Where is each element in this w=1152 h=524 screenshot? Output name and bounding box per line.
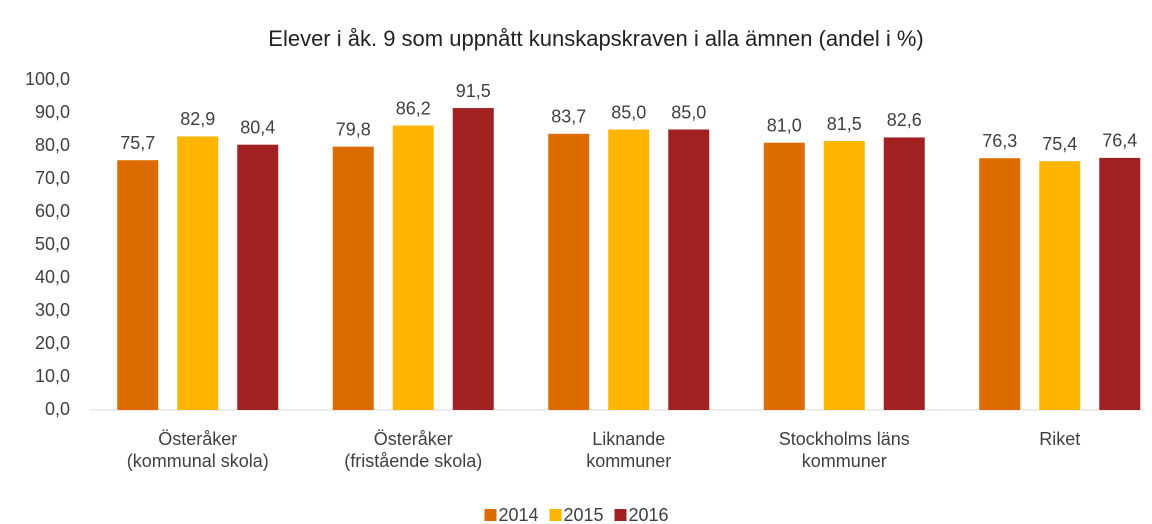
data-label: 85,0	[671, 102, 706, 122]
legend-swatch	[549, 509, 562, 521]
y-tick-label: 80,0	[35, 135, 70, 155]
y-tick-label: 100,0	[25, 69, 70, 89]
y-tick-label: 60,0	[35, 201, 70, 221]
x-tick-label: Liknande kommuner	[586, 429, 672, 471]
y-tick-label: 10,0	[35, 366, 70, 386]
y-tick-label: 70,0	[35, 168, 70, 188]
data-label: 82,9	[180, 109, 215, 129]
data-label: 83,7	[551, 107, 586, 127]
legend-swatch	[484, 509, 497, 521]
bar	[332, 146, 374, 410]
legend-label: 2016	[629, 505, 669, 524]
data-label: 85,0	[611, 102, 646, 122]
data-label: 81,5	[827, 114, 862, 134]
bar	[177, 136, 219, 410]
y-tick-label: 0,0	[45, 399, 70, 419]
data-label: 91,5	[456, 81, 491, 101]
legend-swatch	[614, 509, 627, 521]
data-label: 82,6	[887, 110, 922, 130]
legend-label: 2015	[564, 505, 604, 524]
bar	[117, 160, 159, 410]
x-tick-label: Österåker (kommunal skola)	[126, 429, 269, 471]
data-label: 76,4	[1102, 131, 1137, 151]
x-tick-label: Österåker (fristående skola)	[344, 429, 483, 471]
data-label: 81,0	[767, 115, 802, 135]
y-tick-label: 90,0	[35, 102, 70, 122]
legend-label: 2014	[499, 505, 539, 524]
bar	[1039, 161, 1081, 410]
data-label: 76,3	[982, 131, 1017, 151]
bar	[668, 129, 710, 410]
bar	[1099, 157, 1141, 410]
data-label: 75,4	[1042, 134, 1077, 154]
data-label: 80,4	[240, 117, 275, 137]
bar	[883, 137, 925, 411]
bar	[823, 141, 865, 411]
data-label: 86,2	[396, 98, 431, 118]
bar	[979, 158, 1021, 410]
y-tick-label: 30,0	[35, 300, 70, 320]
chart-title: Elever i åk. 9 som uppnått kunskapskrave…	[268, 26, 923, 51]
bar	[392, 125, 434, 410]
data-label: 75,7	[120, 133, 155, 153]
x-tick-label: Riket	[1039, 429, 1081, 449]
data-label: 79,8	[336, 119, 371, 139]
bar	[608, 129, 650, 410]
y-tick-label: 40,0	[35, 267, 70, 287]
bar	[452, 108, 494, 411]
x-tick-label: Stockholms läns kommuner	[778, 429, 910, 471]
y-tick-label: 50,0	[35, 234, 70, 254]
y-tick-label: 20,0	[35, 333, 70, 353]
bar	[548, 133, 590, 411]
bar	[237, 144, 279, 410]
bar	[763, 142, 805, 410]
